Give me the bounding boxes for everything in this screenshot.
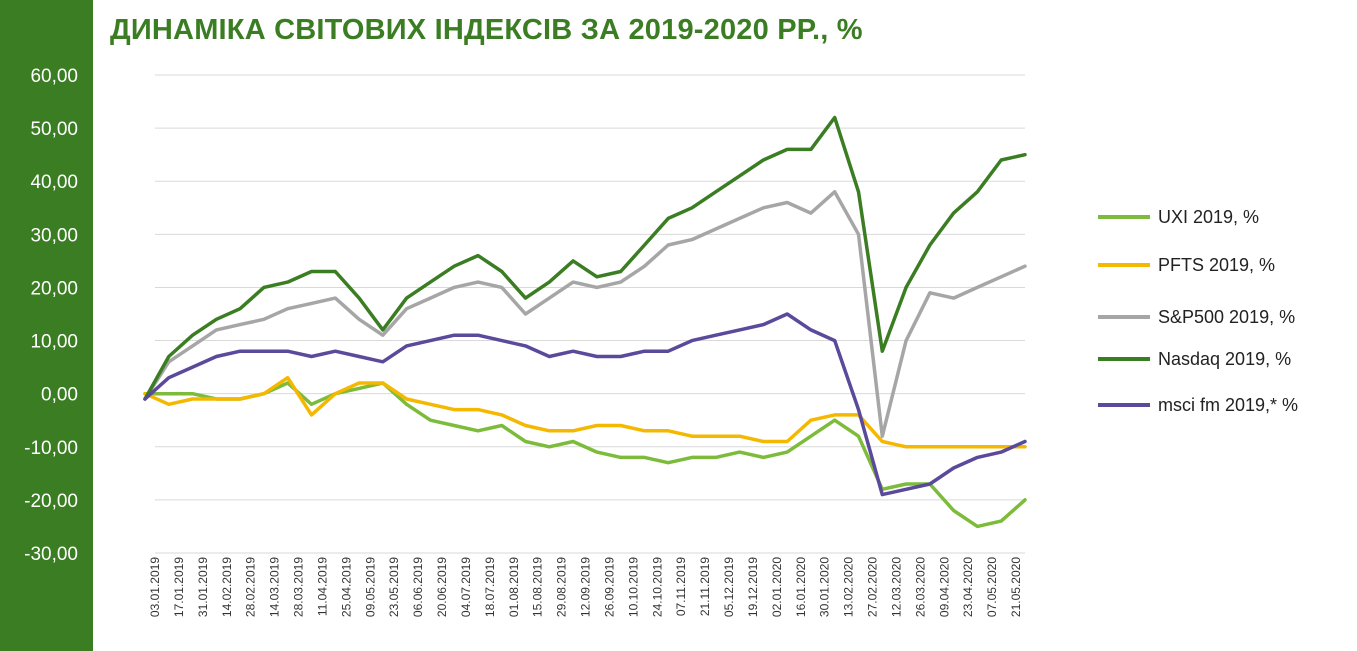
series-line-pfts <box>143 375 1027 449</box>
series-line-msci <box>143 312 1027 497</box>
x-tick-label: 21.05.2020 <box>1009 557 1023 617</box>
x-tick-label: 01.08.2019 <box>507 557 521 617</box>
x-tick-label: 30.01.2020 <box>818 557 832 617</box>
x-tick-label: 13.02.2020 <box>842 557 856 617</box>
legend: UXI 2019, % PFTS 2019, % S&P500 2019, % Nas… <box>1098 207 1298 415</box>
x-tick-label: 15.08.2019 <box>531 557 545 617</box>
legend-label-msci: msci fm 2019,* % <box>1158 395 1298 415</box>
y-tick-label: 40,00 <box>30 172 78 193</box>
y-tick-label: 20,00 <box>30 278 78 299</box>
y-tick-label: 50,00 <box>30 119 78 140</box>
y-tick-label: 60,00 <box>30 66 78 87</box>
x-tick-label: 27.02.2020 <box>866 557 880 617</box>
x-tick-label: 09.04.2020 <box>937 557 951 617</box>
y-tick-label: -30,00 <box>24 544 78 565</box>
x-tick-label: 23.05.2019 <box>387 557 401 617</box>
x-tick-label: 20.06.2019 <box>435 557 449 617</box>
x-tick-label: 23.04.2020 <box>961 557 975 617</box>
x-tick-label: 10.10.2019 <box>626 557 640 617</box>
x-tick-label: 31.01.2019 <box>196 557 210 617</box>
x-tick-label: 07.11.2019 <box>674 557 688 616</box>
x-tick-label: 25.04.2019 <box>339 557 353 617</box>
x-tick-label: 24.10.2019 <box>650 557 664 617</box>
series-lines <box>143 115 1027 529</box>
chart-title: ДИНАМІКА СВІТОВИХ ІНДЕКСІВ ЗА 2019-2020 … <box>110 14 863 46</box>
x-tick-label: 04.07.2019 <box>459 557 473 617</box>
x-tick-label: 17.01.2019 <box>172 557 186 617</box>
series-line-nasdaq <box>143 115 1027 401</box>
x-tick-label: 11.04.2019 <box>315 557 329 616</box>
x-tick-label: 29.08.2019 <box>555 557 569 617</box>
x-tick-label: 02.01.2020 <box>770 557 784 617</box>
x-axis-ticks: 03.01.2019 17.01.2019 31.01.2019 14.02.2019… <box>148 557 1023 617</box>
x-tick-label: 07.05.2020 <box>985 557 999 617</box>
y-tick-label: 0,00 <box>41 385 78 406</box>
x-tick-label: 28.02.2019 <box>244 557 258 617</box>
x-tick-label: 18.07.2019 <box>483 557 497 617</box>
y-tick-label: 10,00 <box>30 332 78 353</box>
legend-label-sp500: S&P500 2019, % <box>1158 307 1295 327</box>
x-tick-label: 16.01.2020 <box>794 557 808 617</box>
y-tick-label: 30,00 <box>30 225 78 246</box>
x-tick-label: 26.09.2019 <box>602 557 616 617</box>
x-tick-label: 03.01.2019 <box>148 557 162 617</box>
y-tick-label: -20,00 <box>24 491 78 512</box>
x-tick-label: 05.12.2019 <box>722 557 736 617</box>
legend-label-nasdaq: Nasdaq 2019, % <box>1158 349 1291 369</box>
x-tick-label: 19.12.2019 <box>746 557 760 617</box>
x-tick-label: 06.06.2019 <box>411 557 425 617</box>
series-line-sp500 <box>143 190 1027 438</box>
side-band <box>0 0 93 651</box>
legend-label-uxi: UXI 2019, % <box>1158 207 1259 227</box>
grid-lines <box>155 74 1025 554</box>
x-tick-label: 21.11.2019 <box>698 557 712 616</box>
y-axis-ticks: 60,00 50,00 40,00 30,00 20,00 10,00 0,00 -10,00… <box>24 66 78 565</box>
series-line-uxi <box>143 381 1027 529</box>
x-tick-label: 14.02.2019 <box>220 557 234 617</box>
legend-label-pfts: PFTS 2019, % <box>1158 255 1275 275</box>
x-tick-label: 26.03.2020 <box>913 557 927 617</box>
y-tick-label: -10,00 <box>24 438 78 459</box>
x-tick-label: 12.03.2020 <box>889 557 903 617</box>
x-tick-label: 28.03.2019 <box>292 557 306 617</box>
x-tick-label: 09.05.2019 <box>363 557 377 617</box>
x-tick-label: 12.09.2019 <box>579 557 593 617</box>
x-tick-label: 14.03.2019 <box>268 557 282 617</box>
